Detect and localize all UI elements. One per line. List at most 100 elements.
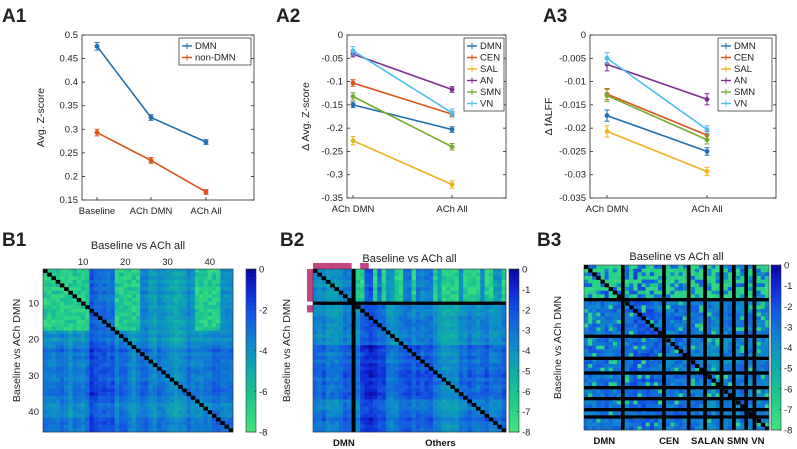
b1-heatmap-cell xyxy=(68,410,73,415)
b1-heatmap-cell xyxy=(47,352,52,357)
b2-heatmap-cell xyxy=(467,403,472,407)
b1-heatmap-cell xyxy=(131,374,137,378)
b2-heatmap-cell xyxy=(488,399,494,404)
b1-heatmap-cell xyxy=(47,399,52,404)
b2-heatmap-cell xyxy=(330,323,335,328)
b3-heatmap-cell xyxy=(641,301,646,306)
b1-heatmap-cell xyxy=(182,348,187,353)
b2-heatmap-cell xyxy=(467,287,472,292)
b2-heatmap-cell xyxy=(403,326,408,331)
b1-heatmap-cell xyxy=(211,279,217,284)
b2-heatmap-cell xyxy=(360,403,365,407)
b2-heatmap-cell xyxy=(398,377,404,382)
b3-heatmap-cell xyxy=(588,287,593,291)
b1-heatmap-cell xyxy=(47,308,52,313)
b2-heatmap-cell xyxy=(424,417,430,422)
b2-heatmap-cell xyxy=(488,363,494,368)
b1-heatmap-cell xyxy=(81,359,86,364)
b2-heatmap-cell xyxy=(493,384,498,389)
b1-heatmap-cell xyxy=(224,399,230,404)
b2-heatmap-cell xyxy=(338,348,344,353)
a3-point xyxy=(604,93,610,98)
a1-ytick-label: 0.4 xyxy=(65,77,78,88)
b2-heatmap-cell xyxy=(364,326,370,331)
b1-heatmap-cell xyxy=(85,355,90,360)
b1-heatmap-cell xyxy=(182,417,187,422)
b2-colorbar-label: -7 xyxy=(522,407,530,418)
b2-heatmap-cell xyxy=(330,269,335,273)
b1-heatmap-cell xyxy=(47,428,52,433)
b2-heatmap-cell xyxy=(454,283,460,288)
b1-heatmap-cell xyxy=(182,326,187,331)
b1-heatmap-cell xyxy=(102,424,107,429)
b1-heatmap-cell xyxy=(140,316,145,321)
b1-heatmap-cell xyxy=(228,308,234,313)
b1-heatmap-cell xyxy=(203,305,208,310)
b2-heatmap-cell xyxy=(497,283,503,288)
b2-heatmap-cell xyxy=(441,421,447,426)
b2-heatmap-cell xyxy=(454,337,460,342)
b2-heatmap-cell xyxy=(411,326,417,331)
b1-heatmap-cell xyxy=(169,374,175,378)
b2-heatmap-cell xyxy=(381,428,387,433)
b1-heatmap-cell xyxy=(161,377,166,382)
b1-heatmap-cell xyxy=(190,305,196,310)
b1-heatmap-cell xyxy=(182,403,187,407)
b1-heatmap-cell xyxy=(152,330,158,335)
b1-heatmap-cell xyxy=(161,424,166,429)
b1-heatmap-cell xyxy=(135,395,141,400)
b1-heatmap-cell xyxy=(211,421,217,426)
b1-heatmap-cell xyxy=(81,392,86,397)
b2-heatmap-cell xyxy=(321,406,327,411)
b2-heatmap-cell xyxy=(334,294,340,299)
b2-heatmap-cell xyxy=(373,312,378,317)
b2-heatmap-cell xyxy=(347,279,352,284)
b2-heatmap-cell xyxy=(411,424,417,429)
b1-heatmap-cell xyxy=(182,355,187,360)
b1-heatmap-cell xyxy=(148,319,154,324)
b1-heatmap-cell xyxy=(140,283,145,288)
b1-heatmap-cell xyxy=(55,355,61,360)
b1-diagonal-cell xyxy=(114,330,120,335)
a3-series-line-sal xyxy=(606,130,708,173)
b1-heatmap-cell xyxy=(110,417,116,422)
b2-heatmap-cell xyxy=(360,269,365,273)
b1-heatmap-cell xyxy=(102,384,107,389)
b2-diagonal-cell xyxy=(493,421,498,426)
b2-diagonal-cell xyxy=(385,330,391,335)
b1-heatmap-cell xyxy=(173,272,179,277)
b3-heatmap-cell xyxy=(740,268,745,273)
b1-heatmap-cell xyxy=(110,392,116,397)
b1-heatmap-cell xyxy=(68,305,73,310)
b1-heatmap-cell xyxy=(207,287,213,292)
b1-heatmap-cell xyxy=(93,305,99,310)
b2-heatmap-cell xyxy=(454,403,460,407)
b1-heatmap-cell xyxy=(72,337,78,342)
b1-heatmap-cell xyxy=(97,403,103,407)
a3-series-line-smn xyxy=(606,94,708,141)
b2-heatmap-cell xyxy=(368,283,374,288)
b2-heatmap-cell xyxy=(407,388,412,393)
b1-heatmap-cell xyxy=(89,366,94,371)
b1-heatmap-cell xyxy=(81,283,86,288)
b2-heatmap-cell xyxy=(317,417,322,422)
b2-heatmap-cell xyxy=(330,272,335,277)
b2-heatmap-cell xyxy=(471,374,477,378)
b2-heatmap-cell xyxy=(428,312,434,317)
b1-heatmap-cell xyxy=(127,421,132,426)
b1-heatmap-cell xyxy=(110,403,116,407)
b1-heatmap-cell xyxy=(106,424,111,429)
b3-heatmap-cell xyxy=(715,294,720,299)
b2-heatmap-cell xyxy=(377,381,382,386)
b1-heatmap-cell xyxy=(114,421,120,426)
b2-heatmap-cell xyxy=(390,359,395,364)
b2-heatmap-cell xyxy=(445,377,451,382)
b2-heatmap-cell xyxy=(313,308,318,313)
b3-heatmap-cell xyxy=(596,272,601,277)
b2-heatmap-cell xyxy=(360,319,365,324)
b1-heatmap-cell xyxy=(135,410,141,415)
b2-heatmap-cell xyxy=(458,421,464,426)
b1-heatmap-cell xyxy=(59,370,65,375)
b1-colorbar-segment xyxy=(246,342,256,347)
b1-heatmap-cell xyxy=(51,381,56,386)
